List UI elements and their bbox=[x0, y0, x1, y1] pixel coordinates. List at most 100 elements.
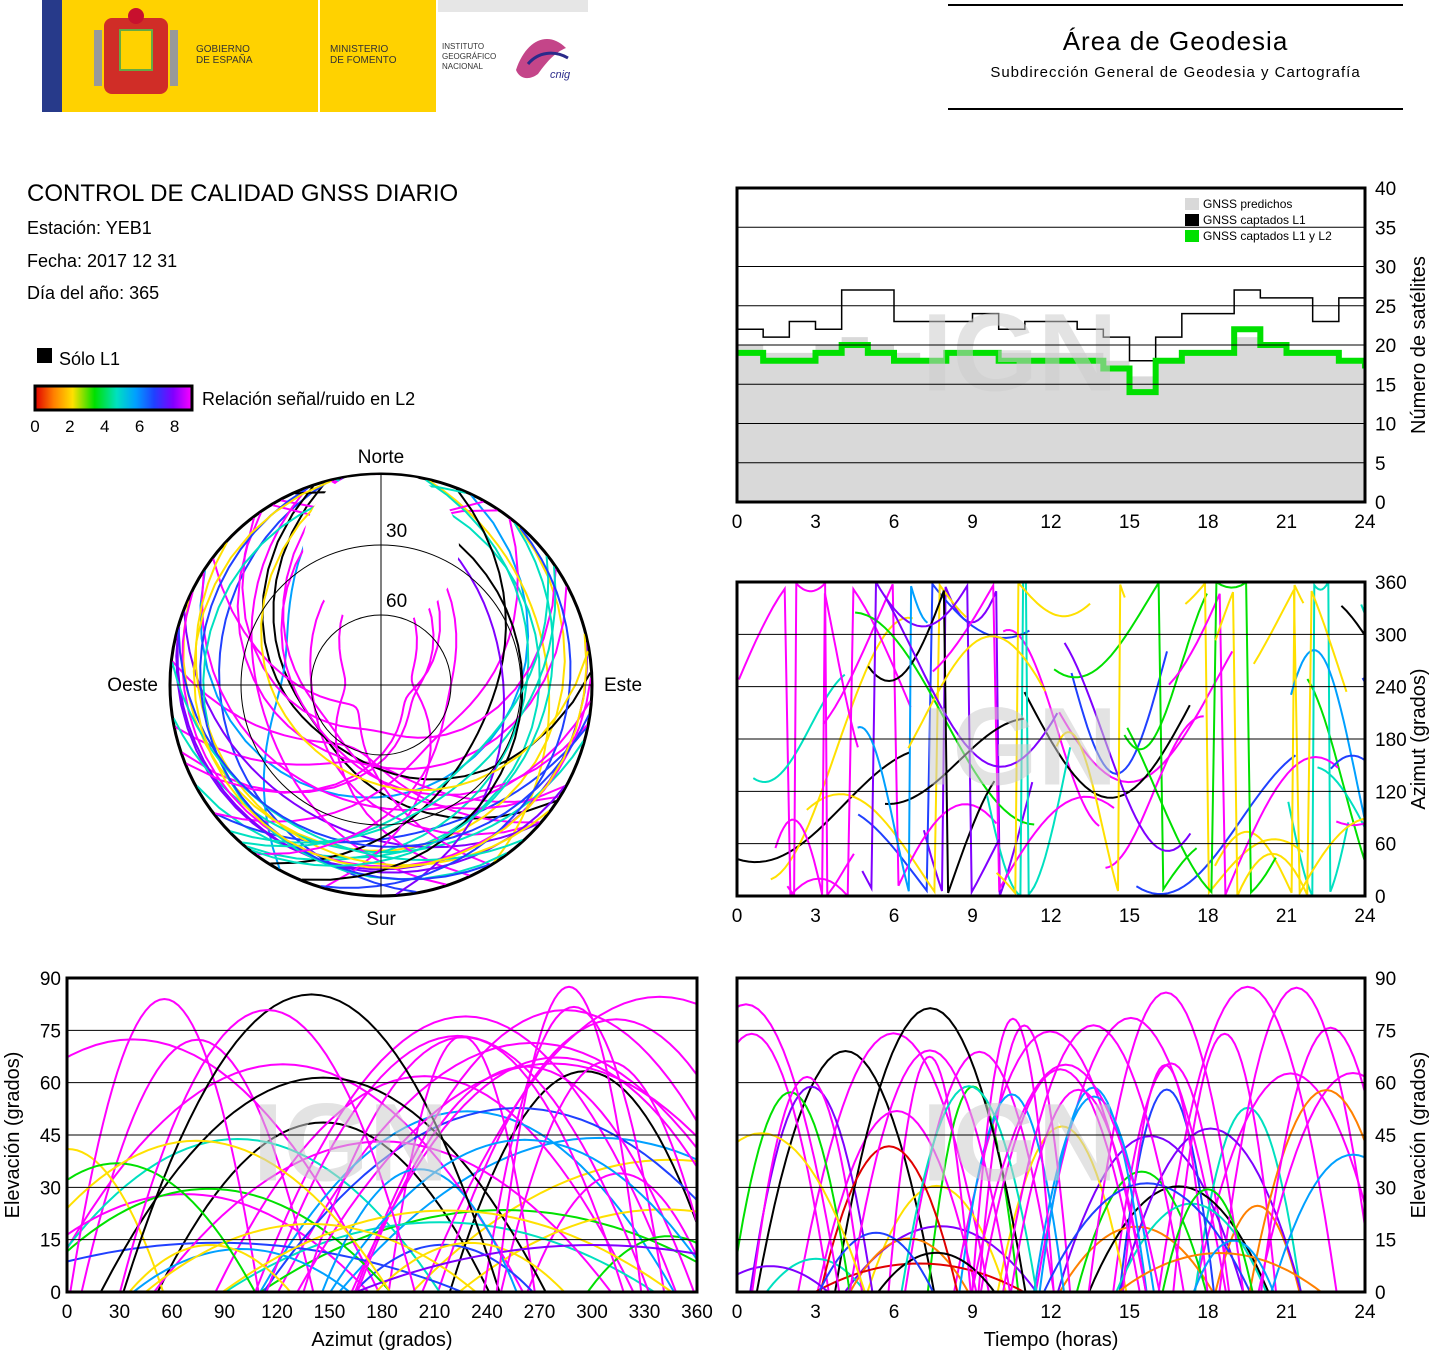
x-tick-label: 18 bbox=[1197, 906, 1218, 927]
watermark: IGN bbox=[922, 686, 1118, 809]
date-label: Fecha: 2017 12 31 bbox=[27, 251, 178, 271]
satellite-track bbox=[1157, 985, 1338, 1292]
elevation-time-chart: IGN 0 15 30 45 60 75 90 0 3 6 9 12 15 18 21 24 Elevación … bbox=[732, 969, 1430, 1350]
y-tick-label: 20 bbox=[1375, 336, 1396, 357]
plot-area bbox=[737, 582, 1365, 896]
x-tick-label: 3 bbox=[810, 1302, 821, 1323]
satellite-track bbox=[277, 1041, 697, 1292]
y-tick-label: 0 bbox=[1375, 493, 1386, 514]
y-tick-label: 30 bbox=[1375, 258, 1396, 279]
header-rule-bottom bbox=[948, 108, 1403, 110]
satellite-track bbox=[1118, 1127, 1303, 1292]
cnig-logo-icon: cnig bbox=[516, 39, 571, 81]
x-tick-label: 360 bbox=[681, 1302, 713, 1323]
satellite-track bbox=[1192, 1239, 1275, 1292]
y-tick-label: 30 bbox=[1375, 1178, 1396, 1199]
satellite-track bbox=[751, 1075, 863, 1292]
satellite-track bbox=[495, 985, 643, 1292]
legend-entry: GNSS predichos bbox=[1203, 197, 1292, 211]
satellite-track bbox=[500, 1060, 697, 1292]
y-tick-label: 60 bbox=[1375, 835, 1396, 856]
satellite-track bbox=[849, 1237, 970, 1292]
satellite-track bbox=[1121, 1064, 1209, 1292]
skyplot-track bbox=[236, 512, 568, 770]
satellite-track bbox=[1260, 1026, 1365, 1292]
ign-logo: INSTITUTO GEOGRÁFICO NACIONAL cnig bbox=[438, 0, 588, 112]
y-tick-label: 90 bbox=[1375, 969, 1396, 990]
satellite-track bbox=[1002, 1024, 1185, 1292]
x-tick-label: 120 bbox=[261, 1302, 293, 1323]
satellite-track bbox=[1257, 1071, 1365, 1292]
x-tick-label: 12 bbox=[1040, 512, 1061, 533]
satellite-track bbox=[222, 1209, 673, 1292]
x-tick-label: 21 bbox=[1276, 906, 1297, 927]
skyplot-track bbox=[262, 477, 344, 870]
satellite-track bbox=[1135, 754, 1297, 895]
ministerio-logo-text: MINISTERIO DE FOMENTO bbox=[330, 44, 397, 66]
x-tick-label: 270 bbox=[524, 1302, 556, 1323]
satellite-track bbox=[1161, 1188, 1254, 1292]
x-tick-label: 24 bbox=[1354, 512, 1376, 533]
satellite-track bbox=[1270, 1153, 1365, 1292]
snr-ticks: 0 2 4 6 8 bbox=[30, 417, 179, 436]
satellite-track bbox=[749, 1085, 874, 1292]
satellite-track bbox=[1009, 1088, 1147, 1292]
x-tick-label: 6 bbox=[889, 906, 900, 927]
satellite-track bbox=[814, 1262, 1025, 1292]
satellite-track bbox=[1317, 766, 1365, 831]
satellite-track bbox=[1335, 820, 1365, 827]
ign-logo-text: INSTITUTO GEOGRÁFICO NACIONAL bbox=[442, 42, 497, 71]
y-axis-label: Elevación (grados) bbox=[1408, 1052, 1430, 1219]
x-tick-label: 6 bbox=[889, 1302, 900, 1323]
snr-legend: Sólo L1 Relación señal/ruido en L2 0 2 4 6 8 bbox=[30, 348, 415, 436]
legend-entry: GNSS captados L1 bbox=[1203, 213, 1306, 227]
satellite-track bbox=[1290, 649, 1365, 826]
y-tick-label: 15 bbox=[40, 1231, 61, 1252]
satellite-track bbox=[877, 1251, 996, 1292]
y-axis-label: Azimut (grados) bbox=[1408, 668, 1430, 809]
x-tick-label: 18 bbox=[1197, 1302, 1218, 1323]
satellite-track bbox=[995, 582, 1091, 896]
y-tick-label: 90 bbox=[40, 969, 61, 990]
y-tick-label: 15 bbox=[1375, 1231, 1396, 1252]
y-tick-label: 300 bbox=[1375, 625, 1407, 646]
satellite-track bbox=[329, 1138, 697, 1292]
skyplot-north-label: Norte bbox=[358, 447, 404, 468]
x-tick-label: 18 bbox=[1197, 512, 1218, 533]
header-logos: GOBIERNO DE ESPAÑA MINISTERIO DE FOMENTO… bbox=[42, 0, 588, 112]
satellite-track bbox=[797, 1032, 990, 1292]
l1-only-label: Sólo L1 bbox=[59, 349, 120, 369]
page-title: Área de Geodesia bbox=[1062, 26, 1289, 56]
cnig-logo-label: cnig bbox=[550, 69, 571, 81]
x-tick-label: 0 bbox=[62, 1302, 73, 1323]
satellite-track bbox=[1105, 715, 1204, 869]
snr-tick-label: 2 bbox=[65, 417, 74, 436]
y-tick-label: 40 bbox=[1375, 179, 1396, 200]
y-tick-label: 0 bbox=[1375, 887, 1386, 908]
x-tick-label: 60 bbox=[161, 1302, 182, 1323]
skyplot-track bbox=[246, 478, 530, 862]
satellite-track bbox=[1214, 584, 1305, 894]
satellites-legend: GNSS predichos GNSS captados L1 GNSS capta… bbox=[1185, 197, 1332, 243]
snr-colorbar bbox=[33, 384, 194, 412]
plot-area bbox=[67, 985, 697, 1292]
satellite-track bbox=[806, 582, 968, 895]
satellite-track bbox=[1214, 1204, 1301, 1292]
watermark: IGN bbox=[922, 292, 1118, 415]
satellite-track bbox=[338, 1136, 697, 1292]
y-tick-label: 240 bbox=[1375, 678, 1407, 699]
satellite-track bbox=[834, 1007, 1027, 1292]
skyplot-track bbox=[241, 517, 557, 739]
legend-swatch bbox=[1185, 214, 1199, 226]
satellite-track bbox=[153, 1140, 612, 1292]
x-axis-label: Azimut (grados) bbox=[311, 1329, 452, 1350]
satellite-track bbox=[971, 1017, 1055, 1292]
plot-area bbox=[737, 985, 1365, 1292]
y-tick-label: 180 bbox=[1375, 730, 1407, 751]
satellite-track bbox=[99, 1076, 547, 1292]
satellite-track bbox=[122, 993, 501, 1292]
x-tick-label: 9 bbox=[967, 512, 978, 533]
satellite-track bbox=[818, 1231, 934, 1292]
satellite-track bbox=[922, 586, 1034, 896]
x-tick-label: 21 bbox=[1276, 1302, 1297, 1323]
